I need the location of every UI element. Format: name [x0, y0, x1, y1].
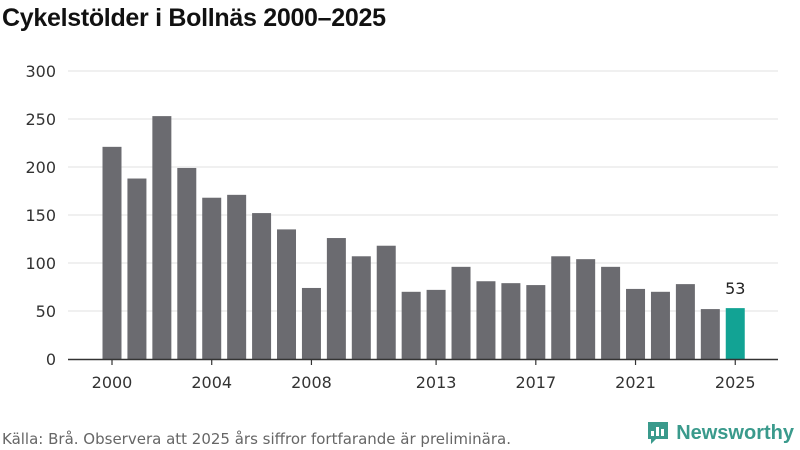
brand-logo[interactable]: Newsworthy — [646, 420, 794, 446]
bar-2018 — [551, 256, 571, 359]
bar-2016 — [501, 283, 521, 359]
bar-2022 — [650, 291, 670, 359]
y-tick-label: 150 — [25, 206, 56, 225]
y-tick-label: 100 — [25, 254, 56, 273]
bar-2013 — [426, 289, 446, 359]
bar-2014 — [451, 266, 471, 359]
chart-title: Cykelstölder i Bollnäs 2000–2025 — [2, 4, 386, 32]
y-tick-label: 300 — [25, 62, 56, 81]
newsworthy-logo-icon — [648, 422, 669, 444]
x-tick-label: 2008 — [291, 373, 332, 392]
bar-2023 — [675, 284, 695, 359]
value-label: 53 — [725, 279, 745, 298]
y-tick-label: 200 — [25, 158, 56, 177]
source-note: Källa: Brå. Observera att 2025 års siffr… — [2, 430, 511, 448]
bar-2010 — [351, 256, 371, 359]
brand-name: Newsworthy — [676, 421, 794, 444]
y-tick-label: 250 — [25, 110, 56, 129]
x-tick-label: 2004 — [191, 373, 232, 392]
bar-2024 — [700, 309, 720, 359]
bar-2021 — [626, 288, 646, 359]
bar-2001 — [127, 178, 147, 359]
x-tick-label: 2025 — [715, 373, 756, 392]
bar-2017 — [526, 285, 546, 359]
x-tick-label: 2000 — [92, 373, 133, 392]
x-tick-label: 2017 — [515, 373, 556, 392]
bar-2006 — [252, 213, 272, 359]
bar-2009 — [326, 238, 346, 359]
bar-2011 — [376, 245, 396, 359]
bar-2007 — [277, 229, 297, 359]
bar-2002 — [152, 116, 172, 360]
bar-2004 — [202, 197, 222, 359]
bar-2008 — [301, 287, 321, 359]
bar-2025 — [725, 308, 745, 359]
bar-2012 — [401, 291, 421, 359]
bar-2000 — [102, 146, 122, 359]
x-tick-label: 2013 — [416, 373, 457, 392]
bar-2019 — [576, 259, 596, 359]
bar-2003 — [177, 167, 197, 359]
bar-2015 — [476, 281, 496, 359]
bar-2005 — [227, 194, 247, 359]
y-tick-label: 50 — [36, 302, 56, 321]
bar-2020 — [601, 266, 621, 359]
x-tick-label: 2021 — [615, 373, 656, 392]
y-tick-label: 0 — [46, 350, 56, 369]
